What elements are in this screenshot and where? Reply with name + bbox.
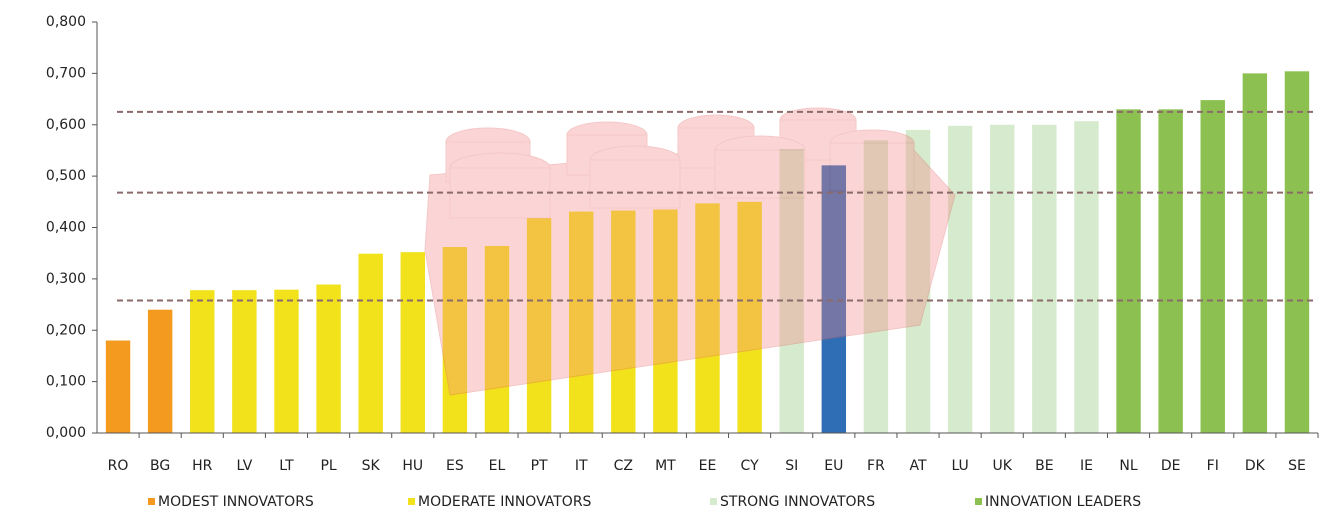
bar xyxy=(1032,124,1057,433)
bar xyxy=(105,340,131,433)
bar xyxy=(484,245,510,433)
bar xyxy=(568,211,594,433)
x-tick-label: MT xyxy=(655,458,676,474)
bar xyxy=(863,140,889,433)
x-tick-label: UK xyxy=(993,458,1013,474)
y-tick-label: 0,200 xyxy=(46,322,86,338)
x-tick-label: BE xyxy=(1035,458,1053,474)
legend-label: STRONG INNOVATORS xyxy=(720,494,875,510)
x-tick-label: PT xyxy=(531,458,548,474)
bar xyxy=(316,284,341,433)
x-tick-label: FR xyxy=(867,458,885,474)
bar xyxy=(442,247,468,433)
x-tick-label: CZ xyxy=(614,458,633,474)
legend-label: MODEST INNOVATORS xyxy=(158,494,314,510)
x-tick-label: BG xyxy=(150,458,170,474)
legend-label: INNOVATION LEADERS xyxy=(985,494,1141,510)
x-tick-label: IT xyxy=(575,458,588,474)
y-tick-label: 0,800 xyxy=(46,14,86,30)
legend-swatch xyxy=(710,498,717,505)
x-tick-label: EU xyxy=(824,458,843,474)
bar xyxy=(358,253,383,433)
x-tick-label: EL xyxy=(489,458,506,474)
legend-swatch xyxy=(148,498,155,505)
bars xyxy=(105,71,1310,434)
y-tick-label: 0,300 xyxy=(46,271,86,287)
x-tick-label: HU xyxy=(402,458,423,474)
x-tick-label: ES xyxy=(446,458,464,474)
bar xyxy=(274,289,299,433)
x-tick-label: DK xyxy=(1245,458,1266,474)
y-tick-label: 0,500 xyxy=(46,168,86,184)
bar xyxy=(1158,109,1183,434)
bar xyxy=(1074,121,1099,433)
bar xyxy=(1284,71,1310,433)
bar xyxy=(737,201,762,433)
x-tick-label: SK xyxy=(362,458,381,474)
y-tick-label: 0,600 xyxy=(46,117,86,133)
bar xyxy=(400,252,425,433)
x-tick-label: RO xyxy=(108,458,129,474)
x-tick-label: AT xyxy=(909,458,926,474)
bar xyxy=(779,148,804,434)
x-tick-label: CY xyxy=(741,458,760,474)
x-tick-label: NL xyxy=(1119,458,1137,474)
bar xyxy=(526,218,552,433)
x-tick-label: LU xyxy=(951,458,968,474)
y-tick-label: 0,400 xyxy=(46,220,86,236)
bar xyxy=(232,290,257,433)
x-tick-label: PL xyxy=(320,458,336,474)
y-tick-label: 0,100 xyxy=(46,374,86,390)
legend-label: MODERATE INNOVATORS xyxy=(418,494,592,510)
x-tick-label: IE xyxy=(1080,458,1093,474)
x-tick-label: HR xyxy=(192,458,213,474)
legend-swatch xyxy=(975,498,982,505)
bar xyxy=(611,210,636,433)
bar xyxy=(990,124,1015,433)
bar xyxy=(1116,109,1141,434)
x-tick-label: SI xyxy=(785,458,798,474)
x-tick-label: SE xyxy=(1288,458,1306,474)
y-tick-label: 0,000 xyxy=(46,425,86,441)
bar xyxy=(695,203,720,433)
bar xyxy=(947,125,973,433)
bar xyxy=(147,309,173,433)
x-tick-label: DE xyxy=(1161,458,1181,474)
bar xyxy=(821,165,847,433)
x-tick-label: LT xyxy=(279,458,294,474)
bar xyxy=(653,209,678,433)
x-tick-label: EE xyxy=(699,458,717,474)
bar xyxy=(905,129,931,433)
foreground: 0,000 0,100 0,200 0,300 0,400 0,500 0,600 0,700… xyxy=(46,14,1319,510)
bar xyxy=(1200,100,1225,433)
bar xyxy=(190,290,215,433)
x-tick-label: LV xyxy=(236,458,252,474)
x-tick-label: FI xyxy=(1207,458,1219,474)
bar xyxy=(1242,73,1268,433)
legend-swatch xyxy=(408,498,415,505)
y-tick-label: 0,700 xyxy=(46,65,86,81)
lego-overlay xyxy=(424,107,956,396)
